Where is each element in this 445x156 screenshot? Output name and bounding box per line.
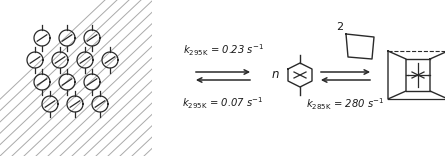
Text: $k_{\rm 295K}$ = 0.23 s$^{-1}$: $k_{\rm 295K}$ = 0.23 s$^{-1}$ (182, 42, 263, 58)
Text: $k_{\rm 295K}$ = 0.07 s$^{-1}$: $k_{\rm 295K}$ = 0.07 s$^{-1}$ (182, 95, 263, 111)
Text: 2: 2 (336, 22, 344, 32)
Text: $n$: $n$ (271, 68, 280, 81)
Text: $k_{\rm 285K}$ = 280 s$^{-1}$: $k_{\rm 285K}$ = 280 s$^{-1}$ (306, 96, 384, 112)
